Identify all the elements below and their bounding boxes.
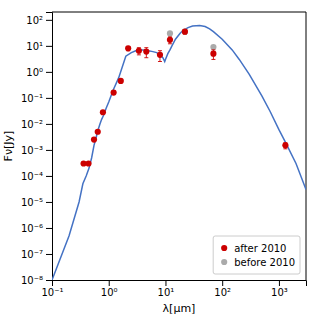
tick-mark (222, 280, 223, 286)
y-axis-label: Fν[Jy] (2, 131, 15, 162)
frame-top (52, 12, 306, 13)
scatter-series (80, 29, 288, 167)
point (125, 45, 131, 51)
tick-label: 10⁻⁷ (21, 249, 43, 260)
legend-symbol (221, 259, 227, 265)
tick-mark (46, 124, 52, 125)
point (182, 29, 188, 35)
tick-label: 10⁻¹ (41, 287, 63, 298)
axis-line (53, 281, 307, 287)
point (118, 78, 124, 84)
tick: 10² (26, 15, 52, 26)
tick-label: 10⁻⁶ (21, 223, 43, 234)
tick-mark (46, 176, 52, 177)
tick-mark (46, 46, 52, 47)
tick: 10⁻⁶ (21, 223, 52, 234)
point (111, 89, 117, 95)
x-axis-label: λ[μm] (163, 302, 196, 315)
scatter-series (167, 29, 217, 51)
tick-label: 10⁻⁴ (21, 171, 43, 182)
tick-mark (46, 202, 52, 203)
tick-mark (46, 280, 52, 281)
point (85, 160, 91, 166)
x-axis: 10⁻¹ 10⁰ 10¹ 10² 10³ (41, 280, 306, 298)
tick-mark (46, 150, 52, 151)
y-axis: 10⁻⁸ 10⁻⁷ 10⁻⁶ 10⁻⁵ 10⁻⁴ 10⁻³ 10⁻² 10⁻¹ 10⁰ 10¹ 10… (21, 13, 53, 286)
point (136, 48, 142, 54)
point (91, 136, 97, 142)
tick-mark (165, 280, 166, 286)
tick-mark (46, 228, 52, 229)
tick-label: 10⁻⁵ (21, 197, 43, 208)
legend-label: after 2010 (234, 243, 286, 254)
tick-label: 10⁰ (26, 67, 43, 78)
point (210, 44, 216, 50)
legend-item: before 2010 (221, 257, 295, 268)
frame-right (306, 12, 307, 280)
tick: 10¹ (158, 280, 175, 298)
tick: 10³ (271, 280, 288, 298)
legend-symbol (221, 245, 227, 251)
point (95, 129, 101, 135)
axis-line (46, 13, 53, 281)
point (167, 30, 173, 36)
point (157, 52, 163, 58)
tick: 10² (214, 280, 231, 298)
tick-label: 10² (214, 287, 231, 298)
tick-label: 10¹ (26, 41, 43, 52)
tick-label: 10¹ (158, 287, 175, 298)
point (182, 29, 188, 35)
tick-label: 10⁻¹ (21, 93, 43, 104)
tick: 10⁻⁴ (21, 171, 52, 182)
marks (52, 26, 306, 280)
point (143, 49, 149, 55)
tick-mark (46, 72, 52, 73)
tick-label: 10³ (271, 287, 288, 298)
legend-box (213, 236, 300, 274)
legend-label: before 2010 (234, 257, 295, 268)
tick-mark (109, 280, 110, 286)
tick-mark (46, 20, 52, 21)
tick-mark (279, 280, 280, 286)
point (282, 142, 288, 148)
tick: 10⁰ (101, 280, 118, 298)
plot: 10⁻¹ 10⁰ 10¹ 10² 10³ 10⁻⁸ 10⁻⁷ 10⁻⁶ 10⁻⁵ 10⁻⁴ 10⁻³… (21, 12, 307, 298)
tick: 10⁻³ (21, 145, 52, 156)
tick-label: 10⁰ (101, 287, 118, 298)
point (100, 109, 106, 115)
tick: 10⁻⁵ (21, 197, 52, 208)
tick-mark (46, 254, 52, 255)
tick-mark (46, 98, 52, 99)
point (210, 51, 216, 57)
tick-label: 10² (26, 15, 43, 26)
tick-label: 10⁻² (21, 119, 43, 130)
tick: 10⁻⁷ (21, 249, 52, 260)
point (167, 37, 173, 43)
tick: 10⁻⁸ (21, 275, 52, 286)
tick-label: 10⁻³ (21, 145, 43, 156)
tick: 10⁻¹ (21, 93, 52, 104)
legend-item: after 2010 (221, 243, 286, 254)
tick: 10⁻¹ (41, 280, 63, 298)
tick: 10⁻² (21, 119, 52, 130)
tick: 10¹ (26, 41, 52, 52)
tick: 10⁰ (26, 67, 52, 78)
tick-label: 10⁻⁸ (21, 275, 43, 286)
legend: after 2010 before 2010 (213, 236, 300, 274)
chart: 10⁻¹ 10⁰ 10¹ 10² 10³ 10⁻⁸ 10⁻⁷ 10⁻⁶ 10⁻⁵ 10⁻⁴ 10⁻³… (0, 0, 320, 320)
sed-line (52, 26, 306, 280)
